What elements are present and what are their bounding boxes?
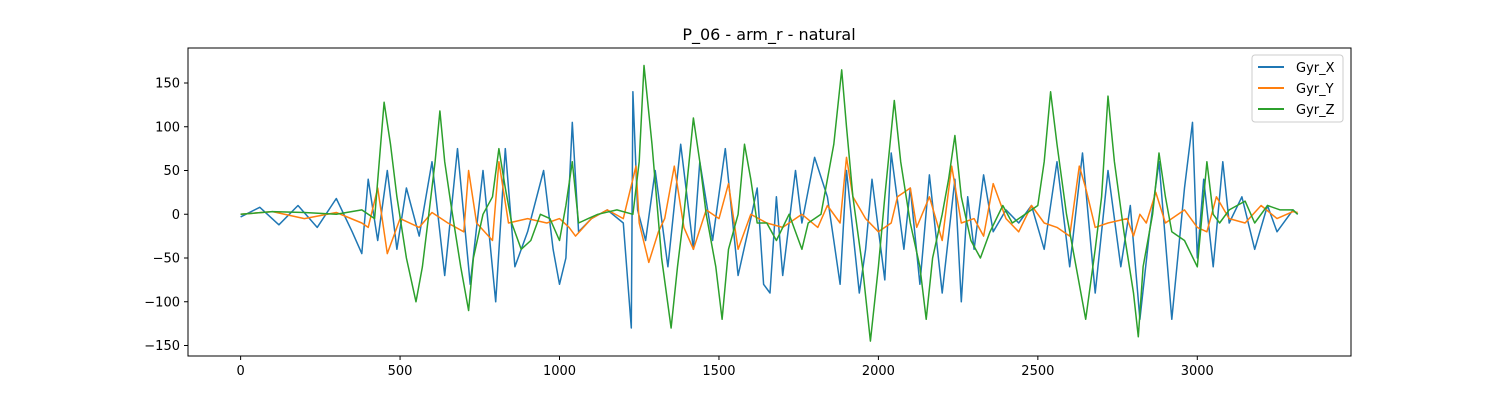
y-tick-label: 100 bbox=[155, 120, 180, 135]
x-tick-label: 2000 bbox=[862, 364, 895, 379]
y-tick-label: −100 bbox=[144, 295, 180, 310]
y-tick-label: 0 bbox=[172, 208, 180, 223]
legend-label: Gyr_Y bbox=[1296, 82, 1334, 97]
x-tick-label: 0 bbox=[236, 364, 244, 379]
series-line-gyr-y bbox=[240, 156, 1298, 264]
legend-box bbox=[1251, 54, 1344, 123]
series-line-gyr-x bbox=[240, 91, 1299, 329]
y-tick-label: −50 bbox=[153, 252, 180, 267]
x-tick-label: 2500 bbox=[1021, 364, 1054, 379]
y-tick-label: −150 bbox=[144, 339, 180, 354]
series-layer bbox=[240, 64, 1299, 342]
series-line-gyr-z bbox=[240, 64, 1299, 342]
y-axis: −150 −100 −50 0 50 100 150 bbox=[144, 77, 188, 354]
x-tick-label: 500 bbox=[388, 364, 413, 379]
plot-frame bbox=[187, 47, 1352, 357]
legend: Gyr_X Gyr_Y Gyr_Z bbox=[1251, 54, 1344, 123]
y-tick-label: 50 bbox=[163, 164, 180, 179]
x-tick-label: 1000 bbox=[543, 364, 576, 379]
chart-title: P_06 - arm_r - natural bbox=[682, 25, 855, 45]
y-tick-label: 150 bbox=[155, 77, 180, 92]
x-tick-label: 1500 bbox=[702, 364, 735, 379]
legend-label: Gyr_Z bbox=[1296, 103, 1335, 118]
plot-area bbox=[187, 47, 1352, 357]
legend-label: Gyr_X bbox=[1296, 61, 1335, 76]
x-tick-label: 3000 bbox=[1181, 364, 1214, 379]
x-axis: 0 500 1000 1500 2000 2500 3000 bbox=[236, 356, 1214, 379]
